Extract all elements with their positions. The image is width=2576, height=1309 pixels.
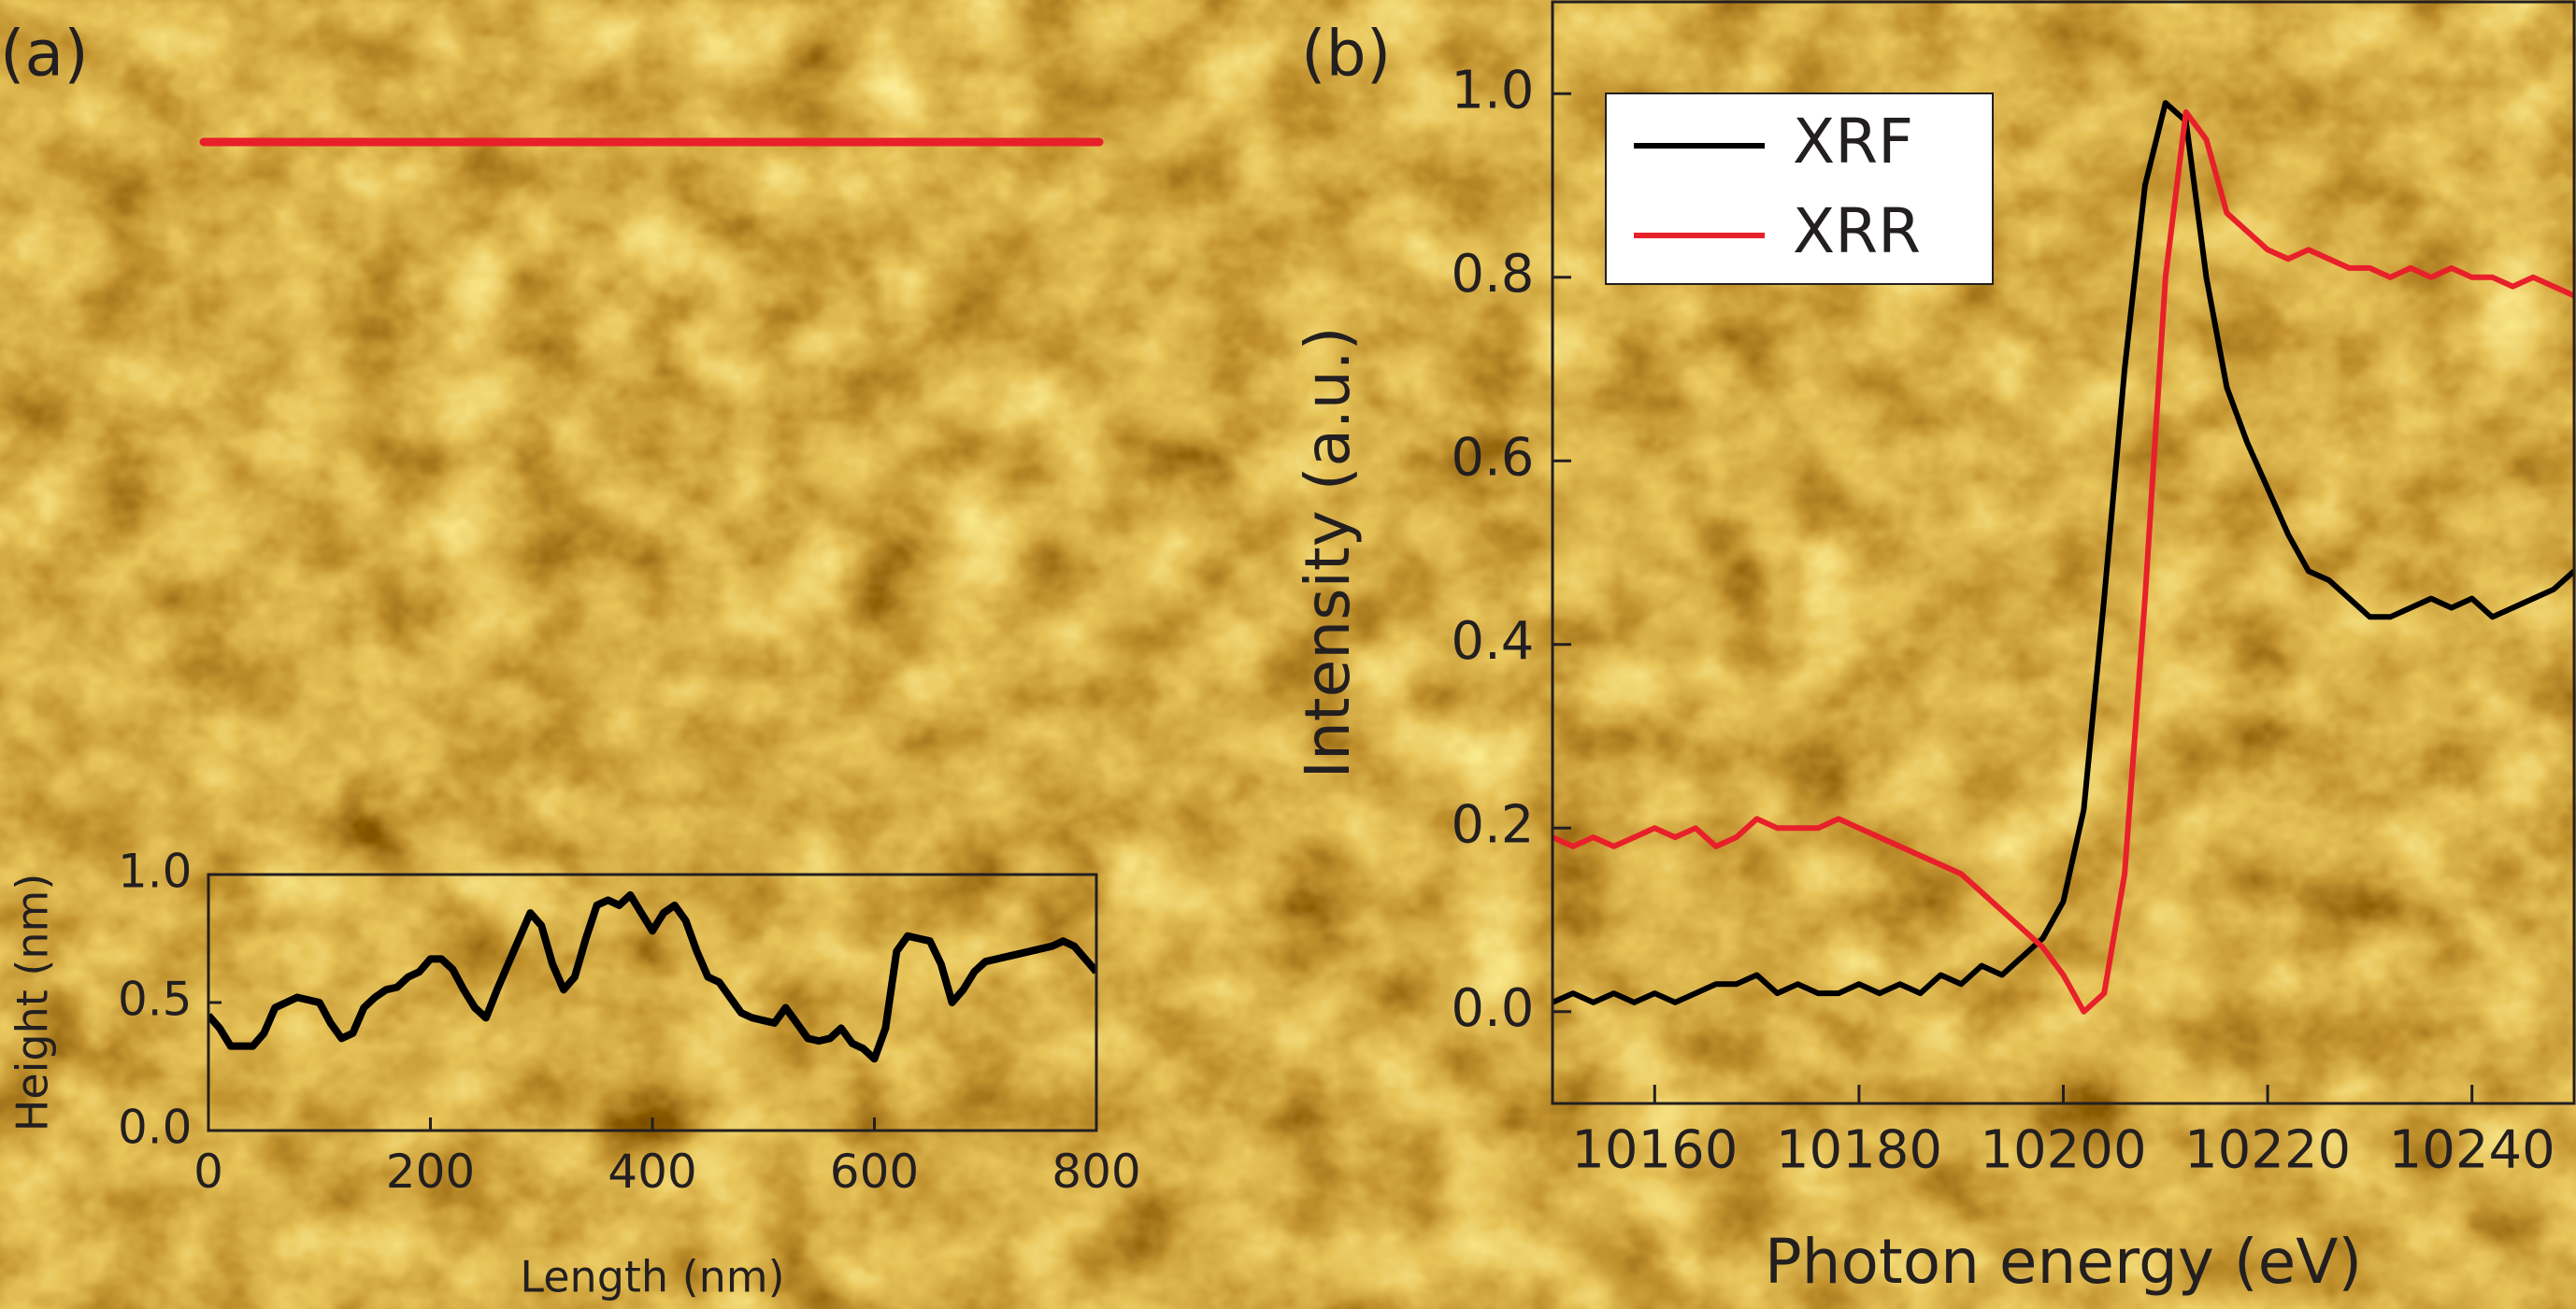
- x-tick-label: 600: [830, 1145, 919, 1199]
- legend-box: [1605, 92, 1994, 285]
- y-tick-label: 0.8: [1451, 244, 1534, 305]
- y-tick-label: 0.6: [1451, 427, 1534, 488]
- x-axis-title: Length (nm): [520, 1252, 784, 1302]
- y-axis-title: Intensity (a.u.): [1292, 327, 1364, 779]
- x-tick-label: 400: [608, 1145, 696, 1199]
- x-axis-title: Photon energy (eV): [1765, 1226, 2362, 1298]
- x-tick-label: 10160: [1571, 1119, 1738, 1180]
- y-tick-label: 0.0: [1451, 978, 1534, 1039]
- x-tick-label: 0: [193, 1145, 223, 1199]
- data-line: [1553, 108, 2574, 1015]
- y-tick-label: 0.2: [1451, 794, 1534, 855]
- legend-label: XRF: [1793, 106, 1913, 178]
- y-tick-label: 1.0: [1451, 60, 1534, 121]
- x-tick-label: 800: [1052, 1145, 1140, 1199]
- x-tick-label: 10200: [1980, 1119, 2146, 1180]
- legend-label: XRR: [1793, 195, 1921, 267]
- y-tick-label: 1.0: [118, 845, 193, 899]
- panel-label: (b): [1301, 18, 1391, 92]
- y-axis-title: Height (nm): [7, 874, 58, 1132]
- y-tick-label: 0.4: [1451, 611, 1534, 672]
- y-tick-label: 0.0: [118, 1101, 193, 1155]
- x-tick-label: 10180: [1776, 1119, 1942, 1180]
- data-line: [1553, 100, 2574, 1005]
- x-tick-label: 10240: [2389, 1119, 2555, 1180]
- y-tick-label: 0.5: [118, 973, 193, 1027]
- data-line: [208, 890, 1096, 1063]
- afm-image: [208, 0, 1096, 790]
- x-tick-label: 200: [386, 1145, 475, 1199]
- plot-frame: [1551, 0, 2576, 1105]
- panel-label: (a): [0, 18, 89, 92]
- plot-frame: [207, 873, 1098, 1132]
- x-tick-label: 10220: [2184, 1119, 2351, 1180]
